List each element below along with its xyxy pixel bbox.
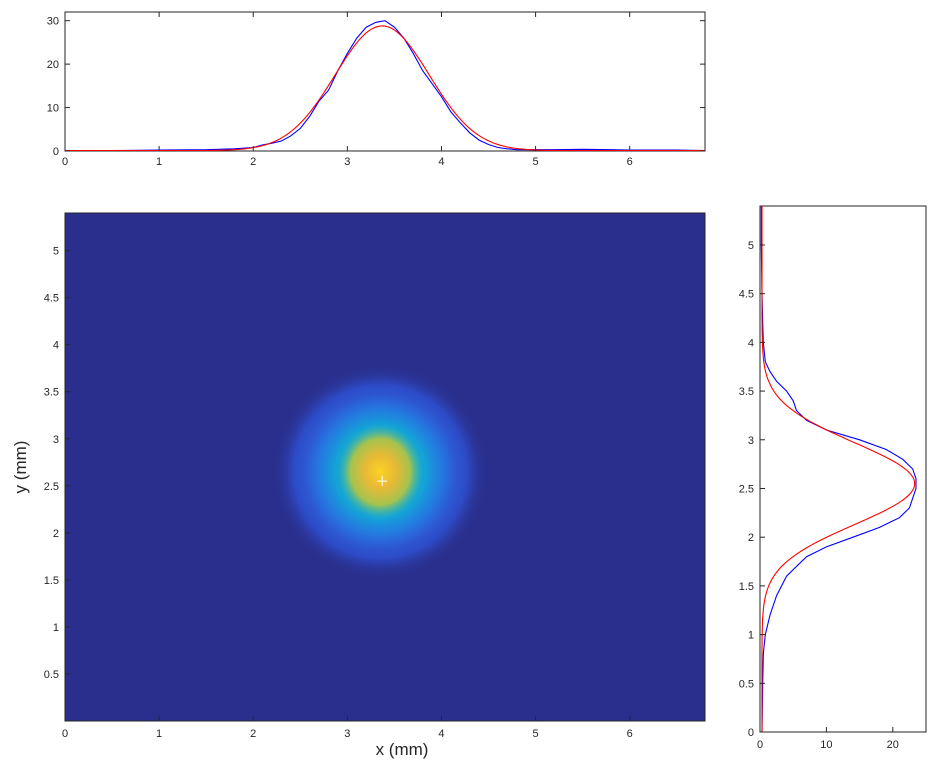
top-y-tick-label: 10 [47, 103, 59, 115]
side-profile-measured-line [760, 206, 917, 732]
image-y-tick-label: 1.5 [44, 575, 59, 587]
side-y-tick-label: 1 [748, 630, 754, 642]
side-profile-x-ticks: 0 10 20 [757, 727, 899, 751]
side-x-tick-label: 20 [887, 739, 899, 751]
image-x-tick-label: 1 [156, 728, 162, 740]
image-y-tick-label: 0.5 [44, 669, 59, 681]
y-axis-label: y (mm) [11, 441, 30, 494]
top-x-tick-label: 1 [156, 156, 162, 168]
top-profile-plot-area [64, 11, 706, 152]
side-y-tick-label: 4.5 [739, 289, 754, 301]
image-y-tick-label: 1 [53, 622, 59, 634]
image-x-tick-label: 5 [533, 728, 539, 740]
top-y-tick-label: 0 [53, 146, 59, 158]
side-profile-panel: 0 10 20 0 0.5 1 1.5 2 2.5 3 3.5 4 4.5 5 [739, 205, 927, 751]
image-y-tick-label: 2.5 [44, 481, 59, 493]
top-x-tick-label: 4 [438, 156, 444, 168]
side-y-tick-label: 3.5 [739, 386, 754, 398]
top-x-tick-label: 0 [62, 156, 68, 168]
side-profile-y-ticks: 0 0.5 1 1.5 2 2.5 3 3.5 4 4.5 5 [739, 240, 765, 739]
beam-image-frame [64, 212, 706, 722]
image-x-tick-label: 4 [438, 728, 444, 740]
side-profile-plot-area [759, 205, 927, 733]
side-y-tick-label: 2 [748, 532, 754, 544]
top-x-tick-label: 5 [533, 156, 539, 168]
beam-image-content [272, 363, 489, 580]
side-x-tick-label: 0 [757, 739, 763, 751]
image-y-tick-label: 2 [53, 528, 59, 540]
top-profile-panel: 0 1 2 3 4 5 6 0 10 20 30 [47, 11, 706, 168]
top-profile-series [65, 20, 705, 151]
side-y-tick-label: 2.5 [739, 483, 754, 495]
image-y-tick-label: 4 [53, 340, 59, 352]
top-y-tick-label: 20 [47, 59, 59, 71]
side-x-tick-label: 10 [820, 739, 832, 751]
image-x-tick-label: 2 [250, 728, 256, 740]
side-y-tick-label: 4 [748, 337, 754, 349]
top-profile-x-ticks: 0 1 2 3 4 5 6 [62, 12, 633, 168]
top-x-tick-label: 2 [250, 156, 256, 168]
x-axis-label: x (mm) [376, 740, 429, 759]
image-y-tick-label: 3 [53, 434, 59, 446]
side-y-tick-label: 5 [748, 240, 754, 252]
top-y-tick-label: 30 [47, 16, 59, 28]
beam-image-y-ticks: 0.5 1 1.5 2 2.5 3 3.5 4 4.5 5 [44, 246, 70, 681]
top-profile-y-ticks: 0 10 20 30 [47, 16, 705, 158]
image-y-tick-label: 3.5 [44, 387, 59, 399]
side-y-tick-label: 0 [748, 727, 754, 739]
top-x-tick-label: 3 [344, 156, 350, 168]
side-y-tick-label: 0.5 [739, 678, 754, 690]
beam-image-x-ticks: 0 1 2 3 4 5 6 [62, 716, 633, 740]
beam-image-panel: 0 1 2 3 4 5 6 0.5 1 1.5 2 2.5 3 3.5 4 4.5 5 x (mm) y (m… [11, 212, 706, 759]
top-x-tick-label: 6 [627, 156, 633, 168]
beam-core [337, 424, 423, 519]
image-x-tick-label: 0 [62, 728, 68, 740]
image-y-tick-label: 4.5 [44, 293, 59, 305]
image-x-tick-label: 3 [344, 728, 350, 740]
side-y-tick-label: 3 [748, 435, 754, 447]
image-x-tick-label: 6 [627, 728, 633, 740]
side-y-tick-label: 1.5 [739, 581, 754, 593]
image-y-tick-label: 5 [53, 246, 59, 258]
centroid-marker [377, 476, 388, 487]
top-profile-fit-line [65, 25, 705, 151]
